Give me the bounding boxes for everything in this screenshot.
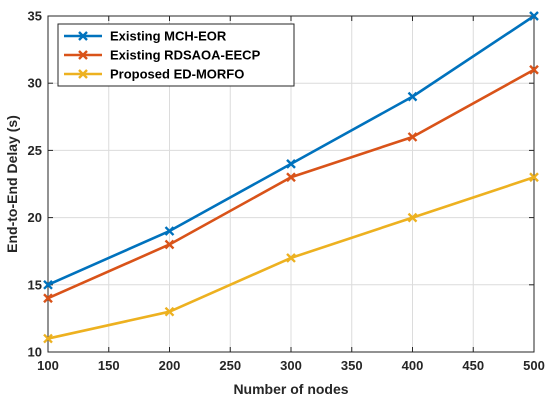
legend: Existing MCH-EOR Existing RDSAOA-EECP Prop… [57, 23, 295, 87]
x-tick-label: 250 [219, 358, 241, 373]
y-tick-label: 15 [28, 277, 42, 292]
series-2-marker [43, 293, 53, 304]
legend-item: Existing RDSAOA-EECP [64, 48, 261, 63]
series-2-marker [286, 172, 296, 183]
x-tick-label: 200 [159, 358, 181, 373]
legend-label: Proposed ED-MORFO [110, 67, 244, 82]
axis-ticks: 100 150 200 250 300 350 400 450 500 10 15 20 25 30 35 [28, 9, 545, 374]
series-3-marker [43, 333, 53, 344]
series-3-marker [407, 212, 418, 223]
x-tick-label: 350 [341, 358, 363, 373]
legend-marker [78, 69, 88, 79]
legend-marker [78, 31, 88, 41]
x-tick-label: 100 [37, 358, 59, 373]
series-2-marker [407, 132, 418, 142]
y-tick-label: 10 [28, 345, 42, 360]
y-axis-label: End-to-End Delay (s) [4, 115, 20, 253]
series-3-marker [286, 253, 296, 263]
legend-item: Proposed ED-MORFO [64, 67, 244, 82]
x-tick-label: 400 [402, 358, 424, 373]
series-3-marker [529, 172, 539, 183]
series-1-marker [529, 11, 539, 21]
series-1-marker [164, 226, 175, 236]
y-tick-label: 20 [28, 210, 42, 225]
legend-marker [78, 50, 88, 60]
series-layer [43, 11, 539, 344]
series-2-marker [164, 239, 175, 250]
y-tick-label: 30 [28, 76, 42, 91]
x-tick-label: 150 [98, 358, 120, 373]
x-tick-label: 450 [462, 358, 484, 373]
legend-label: Existing RDSAOA-EECP [110, 48, 261, 63]
series-1-marker [407, 91, 418, 102]
series-1-marker [286, 158, 296, 169]
x-tick-label: 300 [280, 358, 302, 373]
legend-label: Existing MCH-EOR [110, 29, 227, 44]
series-2-marker [529, 64, 539, 75]
series-3-marker [164, 306, 175, 317]
x-tick-label: 500 [523, 358, 545, 373]
x-axis-label: Number of nodes [233, 381, 348, 397]
legend-item: Existing MCH-EOR [64, 29, 227, 44]
series-1-marker [43, 279, 53, 290]
y-tick-label: 25 [28, 143, 42, 158]
y-tick-label: 35 [28, 9, 42, 24]
